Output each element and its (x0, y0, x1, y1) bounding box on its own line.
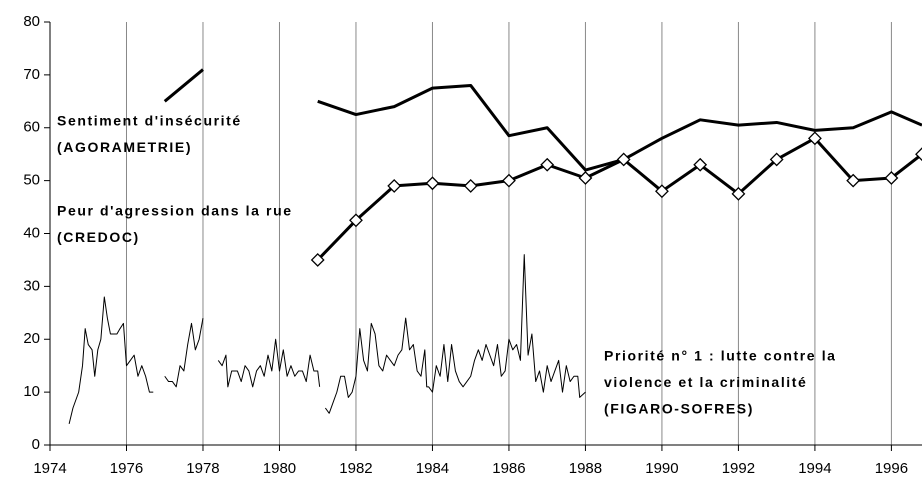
y-tick-label: 10 (23, 383, 40, 400)
point-marker (387, 178, 402, 193)
y-tick-label: 50 (23, 172, 40, 189)
x-tick-label: 1976 (110, 460, 143, 477)
x-tick-label: 1974 (33, 460, 66, 477)
point-marker (425, 176, 440, 191)
series-annotation: (CREDOC) (57, 229, 140, 245)
series-annotation: Priorité n° 1 : lutte contre la (604, 348, 837, 364)
point-marker (502, 173, 516, 188)
point-marker (655, 184, 669, 199)
y-tick-label: 30 (23, 277, 40, 294)
x-tick-label: 1978 (186, 460, 219, 477)
x-tick-label: 1996 (875, 460, 908, 477)
point-marker (616, 152, 631, 167)
point-marker (769, 152, 784, 167)
series-annotation: Peur d'agression dans la rue (57, 203, 293, 219)
point-marker (693, 157, 708, 172)
series-annotation: violence et la criminalité (604, 374, 807, 390)
point-marker (846, 173, 861, 188)
x-tick-label: 1982 (339, 460, 372, 477)
y-tick-label: 40 (23, 224, 40, 241)
x-tick-label: 1980 (263, 460, 296, 477)
point-marker (310, 253, 325, 267)
series-annotation: Sentiment d'insécurité (57, 113, 242, 129)
point-marker (807, 131, 822, 146)
x-tick-label: 1988 (569, 460, 602, 477)
x-tick-label: 1990 (645, 460, 678, 477)
series-annotation: (AGORAMETRIE) (57, 139, 192, 155)
x-tick-label: 1992 (722, 460, 755, 477)
point-marker (540, 157, 555, 172)
series-annotation: (FIGARO-SOFRES) (604, 401, 754, 417)
x-tick-label: 1986 (492, 460, 525, 477)
point-marker (578, 171, 593, 185)
x-tick-label: 1984 (416, 460, 449, 477)
y-tick-label: 20 (23, 330, 40, 347)
y-tick-label: 60 (23, 119, 40, 136)
point-marker (349, 213, 363, 228)
point-marker (463, 178, 478, 193)
y-tick-label: 80 (23, 13, 40, 30)
point-marker (731, 186, 746, 201)
point-marker (884, 171, 899, 185)
x-tick-label: 1994 (798, 460, 831, 477)
point-marker (915, 147, 922, 162)
y-tick-label: 70 (23, 66, 40, 83)
series-line (68, 254, 586, 424)
y-tick-label: 0 (32, 436, 40, 453)
